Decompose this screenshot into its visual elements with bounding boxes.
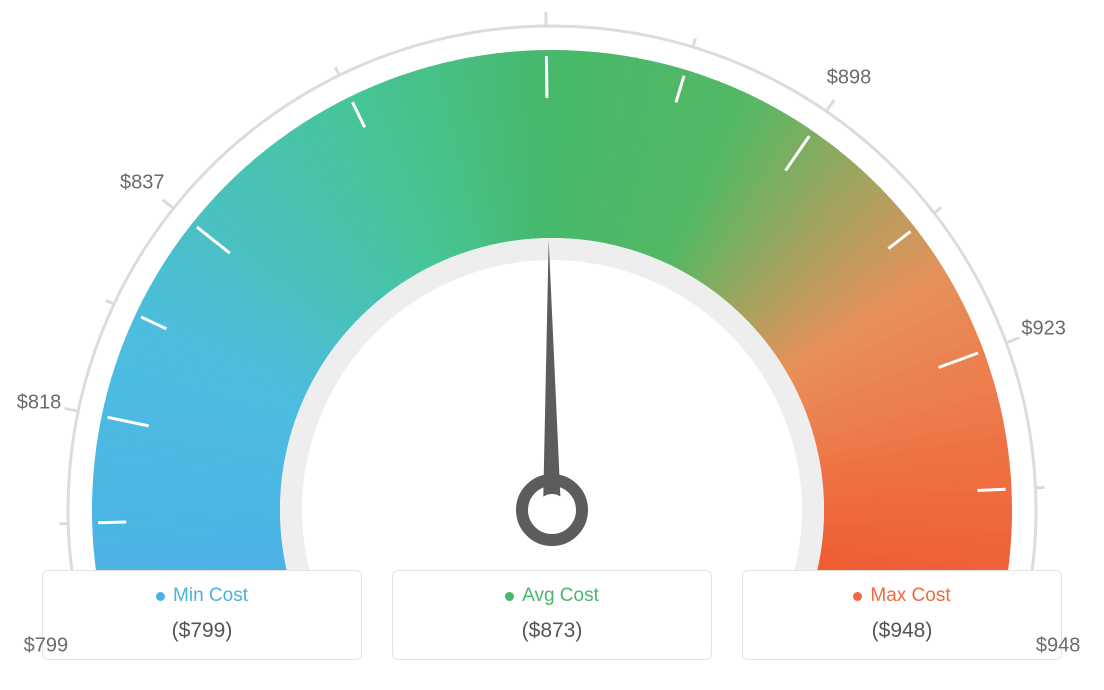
gauge-tick-label: $799 bbox=[24, 634, 69, 657]
legend-value: ($948) bbox=[753, 619, 1051, 643]
scale-tick-minor bbox=[335, 67, 339, 75]
scale-tick-minor bbox=[106, 300, 114, 304]
scale-tick bbox=[826, 100, 834, 112]
legend-value: ($799) bbox=[53, 619, 351, 643]
legend-card: Avg Cost ($873) bbox=[392, 570, 712, 660]
scale-tick bbox=[64, 408, 78, 411]
gauge-chart: $799$818$837$873$898$923$948 bbox=[0, 0, 1104, 570]
gauge-tick-label: $948 bbox=[1036, 634, 1081, 657]
gauge-tick-label: $923 bbox=[1021, 317, 1066, 340]
scale-tick-minor bbox=[934, 207, 941, 213]
chart-container: $799$818$837$873$898$923$948 Min Cost ($… bbox=[0, 0, 1104, 690]
legend-title: Min Cost bbox=[156, 585, 248, 607]
legend-title-text: Max Cost bbox=[870, 585, 950, 607]
scale-tick bbox=[163, 200, 174, 209]
gauge-svg bbox=[0, 0, 1104, 570]
legend-title: Max Cost bbox=[853, 585, 950, 607]
gauge-needle bbox=[543, 240, 561, 510]
gauge-tick-label: $818 bbox=[17, 392, 62, 415]
legend-row: Min Cost ($799) Avg Cost ($873) Max Cost… bbox=[0, 570, 1104, 660]
gauge-tick-label: $837 bbox=[120, 172, 165, 195]
legend-value: ($873) bbox=[403, 619, 701, 643]
gauge-needle-hub-hole bbox=[536, 494, 568, 526]
gauge-tick-label: $898 bbox=[827, 67, 872, 90]
gauge-tick-major bbox=[546, 56, 547, 98]
scale-tick-minor bbox=[693, 38, 696, 47]
legend-card: Max Cost ($948) bbox=[742, 570, 1062, 660]
legend-title-text: Avg Cost bbox=[522, 585, 599, 607]
legend-dot-icon bbox=[853, 592, 862, 601]
scale-tick bbox=[1006, 338, 1019, 343]
legend-title: Avg Cost bbox=[505, 585, 599, 607]
legend-dot-icon bbox=[156, 592, 165, 601]
legend-title-text: Min Cost bbox=[173, 585, 248, 607]
gauge-tick-minor bbox=[98, 522, 126, 523]
legend-dot-icon bbox=[505, 592, 514, 601]
legend-card: Min Cost ($799) bbox=[42, 570, 362, 660]
gauge-tick-minor bbox=[978, 489, 1006, 490]
